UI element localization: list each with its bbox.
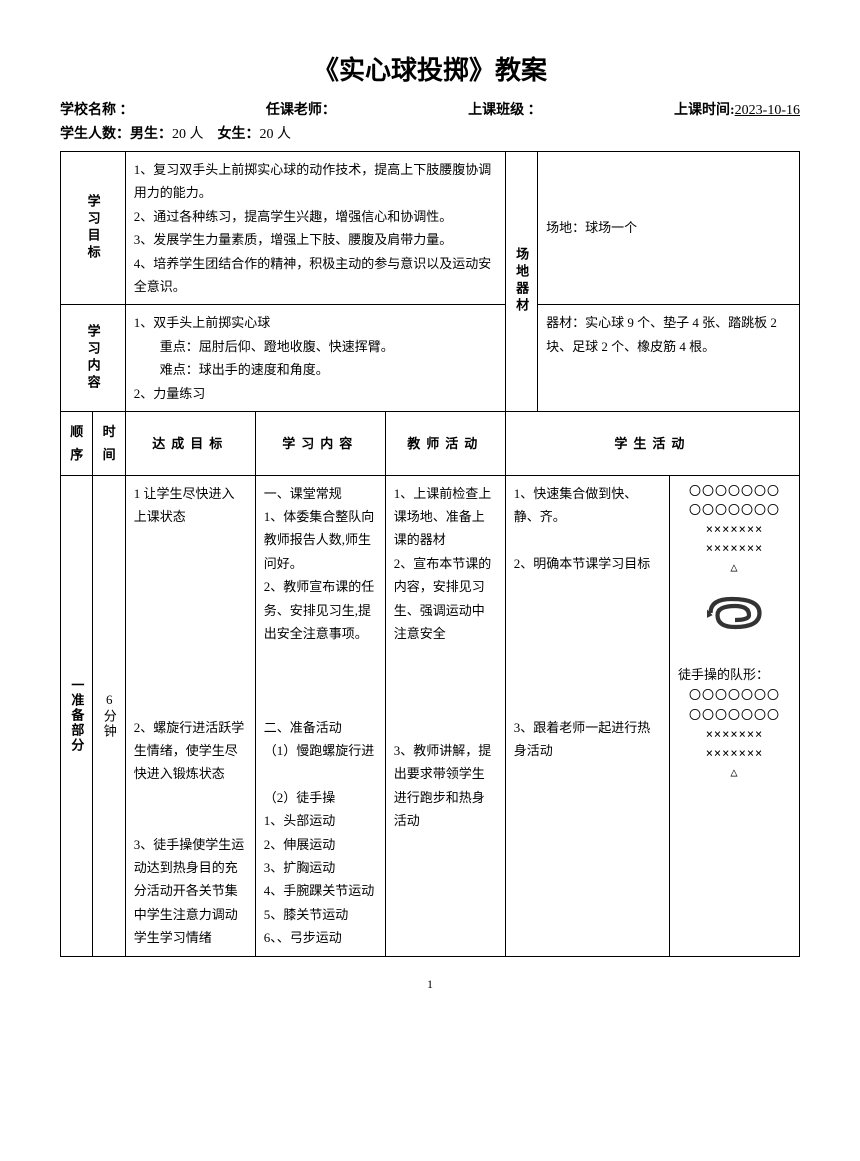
girls-value: 20 人: [260, 127, 292, 142]
row1-student-text: 1、快速集合做到快、静、齐。 2、明确本节课学习目标 3、跟着老师一起进行热身活…: [505, 475, 669, 956]
boys-value: 20 人: [172, 127, 204, 142]
content-label: 学习内容: [61, 305, 126, 412]
objectives-label: 学习目标: [61, 152, 126, 305]
count-row: 学生人数：男生：20 人 女生：20 人: [60, 123, 800, 143]
header-seq: 顺序: [61, 411, 93, 475]
girls-label: 女生：: [218, 127, 260, 142]
formation-bottom: 〇〇〇〇〇〇〇 〇〇〇〇〇〇〇 ××××××× ××××××× △: [678, 686, 791, 782]
teacher-label: 任课老师：: [266, 103, 336, 118]
content-text: 1、双手头上前掷实心球 重点：屈肘后仰、蹬地收腹、快速挥臂。 难点：球出手的速度…: [125, 305, 505, 412]
header-teacher: 教师活动: [385, 411, 505, 475]
page-number: 1: [60, 977, 800, 992]
header-time: 时间: [93, 411, 125, 475]
equip-text: 器材：实心球 9 个、垫子 4 张、踏跳板 2 块、足球 2 个、橡皮筋 4 根…: [538, 305, 800, 412]
header-student: 学生活动: [505, 411, 799, 475]
lesson-table: 学习目标 1、复习双手头上前掷实心球的动作技术，提高上下肢腰腹协调用力的能力。 …: [60, 151, 800, 957]
venue-text: 场地：球场一个: [538, 152, 800, 305]
time-label: 上课时间:: [674, 103, 735, 118]
page-title: 《实心球投掷》教案: [60, 50, 800, 87]
meta-row: 学校名称 ： 任课老师： 上课班级 ： 上课时间:2023-10-16: [60, 99, 800, 119]
boys-label: 男生：: [130, 127, 172, 142]
venue-label: 场地器材: [505, 152, 537, 412]
time-value: 2023-10-16: [735, 103, 800, 118]
row1-seq: 一准备部分: [61, 475, 93, 956]
header-study: 学习内容: [255, 411, 385, 475]
row1-time: 6分钟: [93, 475, 125, 956]
header-goal: 达成目标: [125, 411, 255, 475]
formation-label: 徒手操的队形：: [678, 663, 791, 686]
class-label: 上课班级 ：: [468, 103, 542, 118]
row1-teacher: 1、上课前检查上课场地、准备上课的器材 2、宣布本节课的内容，安排见习生、强调运…: [385, 475, 505, 956]
row1-goal: 1 让学生尽快进入上课状态 2、螺旋行进活跃学生情绪，使学生尽快进入锻炼状态 3…: [125, 475, 255, 956]
spiral-icon: [678, 578, 791, 655]
objectives-text: 1、复习双手头上前掷实心球的动作技术，提高上下肢腰腹协调用力的能力。 2、通过各…: [125, 152, 505, 305]
row1-study: 一、课堂常规 1、体委集合整队向教师报告人数,师生问好。 2、教师宣布课的任务、…: [255, 475, 385, 956]
school-label: 学校名称 ：: [60, 103, 134, 118]
formation-top: 〇〇〇〇〇〇〇 〇〇〇〇〇〇〇 ××××××× ××××××× △: [678, 482, 791, 578]
count-label: 学生人数：: [60, 127, 130, 142]
